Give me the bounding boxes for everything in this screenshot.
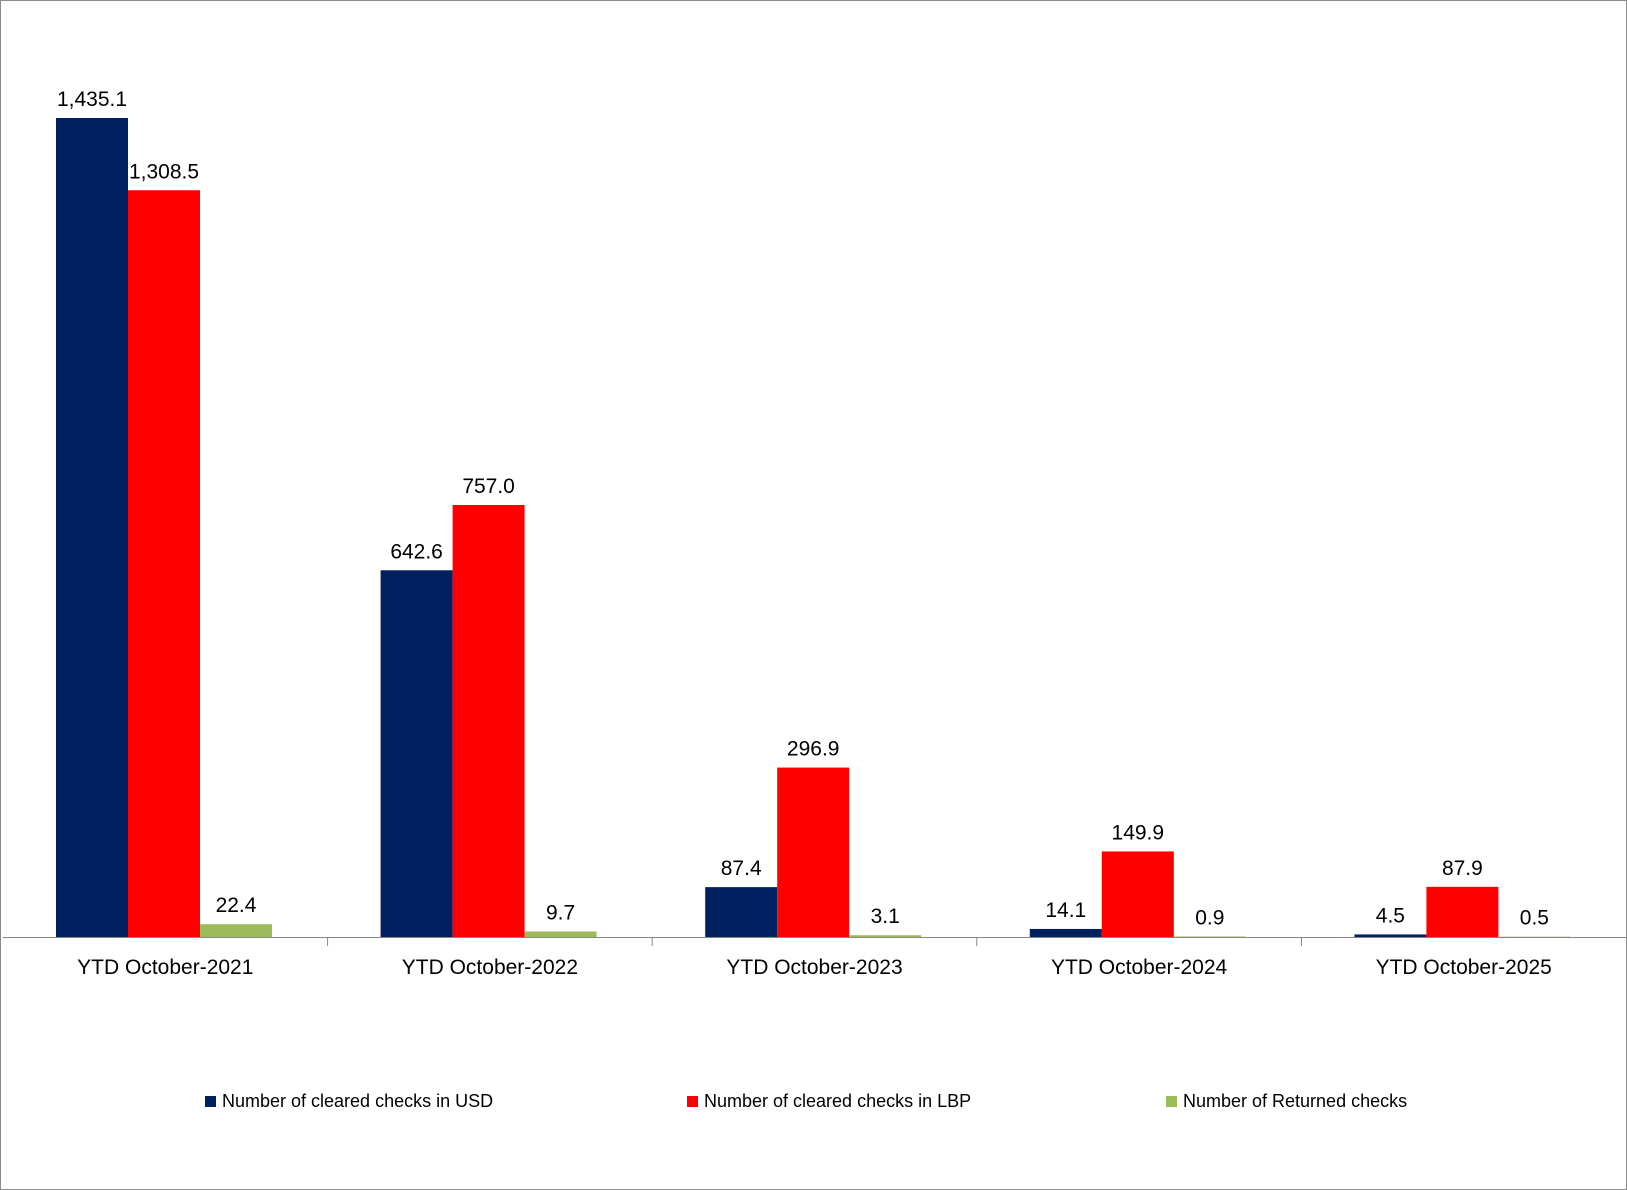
bar-3-1	[200, 924, 272, 937]
legend-label-usd: Number of cleared checks in USD	[222, 1091, 494, 1111]
data-label-1-2: 642.6	[390, 540, 443, 563]
x-tick-label: YTD October-2025	[1376, 956, 1552, 979]
data-label-2-3: 296.9	[787, 738, 840, 761]
bar-2-5	[1426, 886, 1499, 937]
legend-item-usd: Number of cleared checks in USD	[205, 1091, 493, 1112]
bar-3-5	[1498, 936, 1571, 938]
data-label-2-5: 87.9	[1442, 857, 1483, 880]
x-tick-label: YTD October-2021	[77, 956, 253, 979]
bar-1-3	[705, 887, 778, 937]
data-label-3-4: 0.9	[1195, 906, 1224, 929]
bar-1-1	[56, 118, 128, 937]
legend-label-returned: Number of Returned checks	[1183, 1091, 1408, 1111]
bar-2-3	[777, 767, 850, 937]
bar-2-1	[128, 190, 200, 937]
data-label-2-4: 149.9	[1112, 821, 1165, 844]
x-tick-label: YTD October-2023	[726, 956, 902, 979]
legend-item-lbp: Number of cleared checks in LBP	[687, 1091, 971, 1112]
x-tick-label: YTD October-2022	[402, 956, 578, 979]
bar-3-3	[849, 935, 922, 937]
bar-3-2	[524, 931, 597, 937]
bar-2-2	[452, 504, 525, 937]
data-label-3-1: 22.4	[216, 894, 257, 917]
data-label-1-4: 14.1	[1045, 899, 1086, 922]
data-label-3-2: 9.7	[546, 901, 575, 924]
data-label-3-3: 3.1	[871, 905, 900, 928]
legend: Number of cleared checks in USD Number o…	[1, 1091, 1626, 1121]
bar-1-5	[1354, 934, 1427, 937]
legend-swatch-returned	[1166, 1096, 1177, 1107]
legend-label-lbp: Number of cleared checks in LBP	[704, 1091, 972, 1111]
bar-1-4	[1029, 928, 1102, 937]
x-tick-label: YTD October-2024	[1051, 956, 1228, 979]
data-label-1-1: 1,435.1	[57, 88, 127, 111]
legend-swatch-usd	[205, 1096, 216, 1107]
data-label-1-3: 87.4	[721, 857, 762, 880]
bar-3-4	[1173, 936, 1246, 937]
legend-item-returned: Number of Returned checks	[1166, 1091, 1407, 1112]
data-label-2-2: 757.0	[462, 475, 515, 498]
legend-swatch-lbp	[687, 1096, 698, 1107]
data-label-3-5: 0.5	[1520, 907, 1549, 930]
bar-2-4	[1101, 851, 1174, 937]
data-label-1-5: 4.5	[1376, 904, 1405, 927]
data-label-2-1: 1,308.5	[129, 160, 199, 183]
bar-1-2	[380, 570, 453, 937]
